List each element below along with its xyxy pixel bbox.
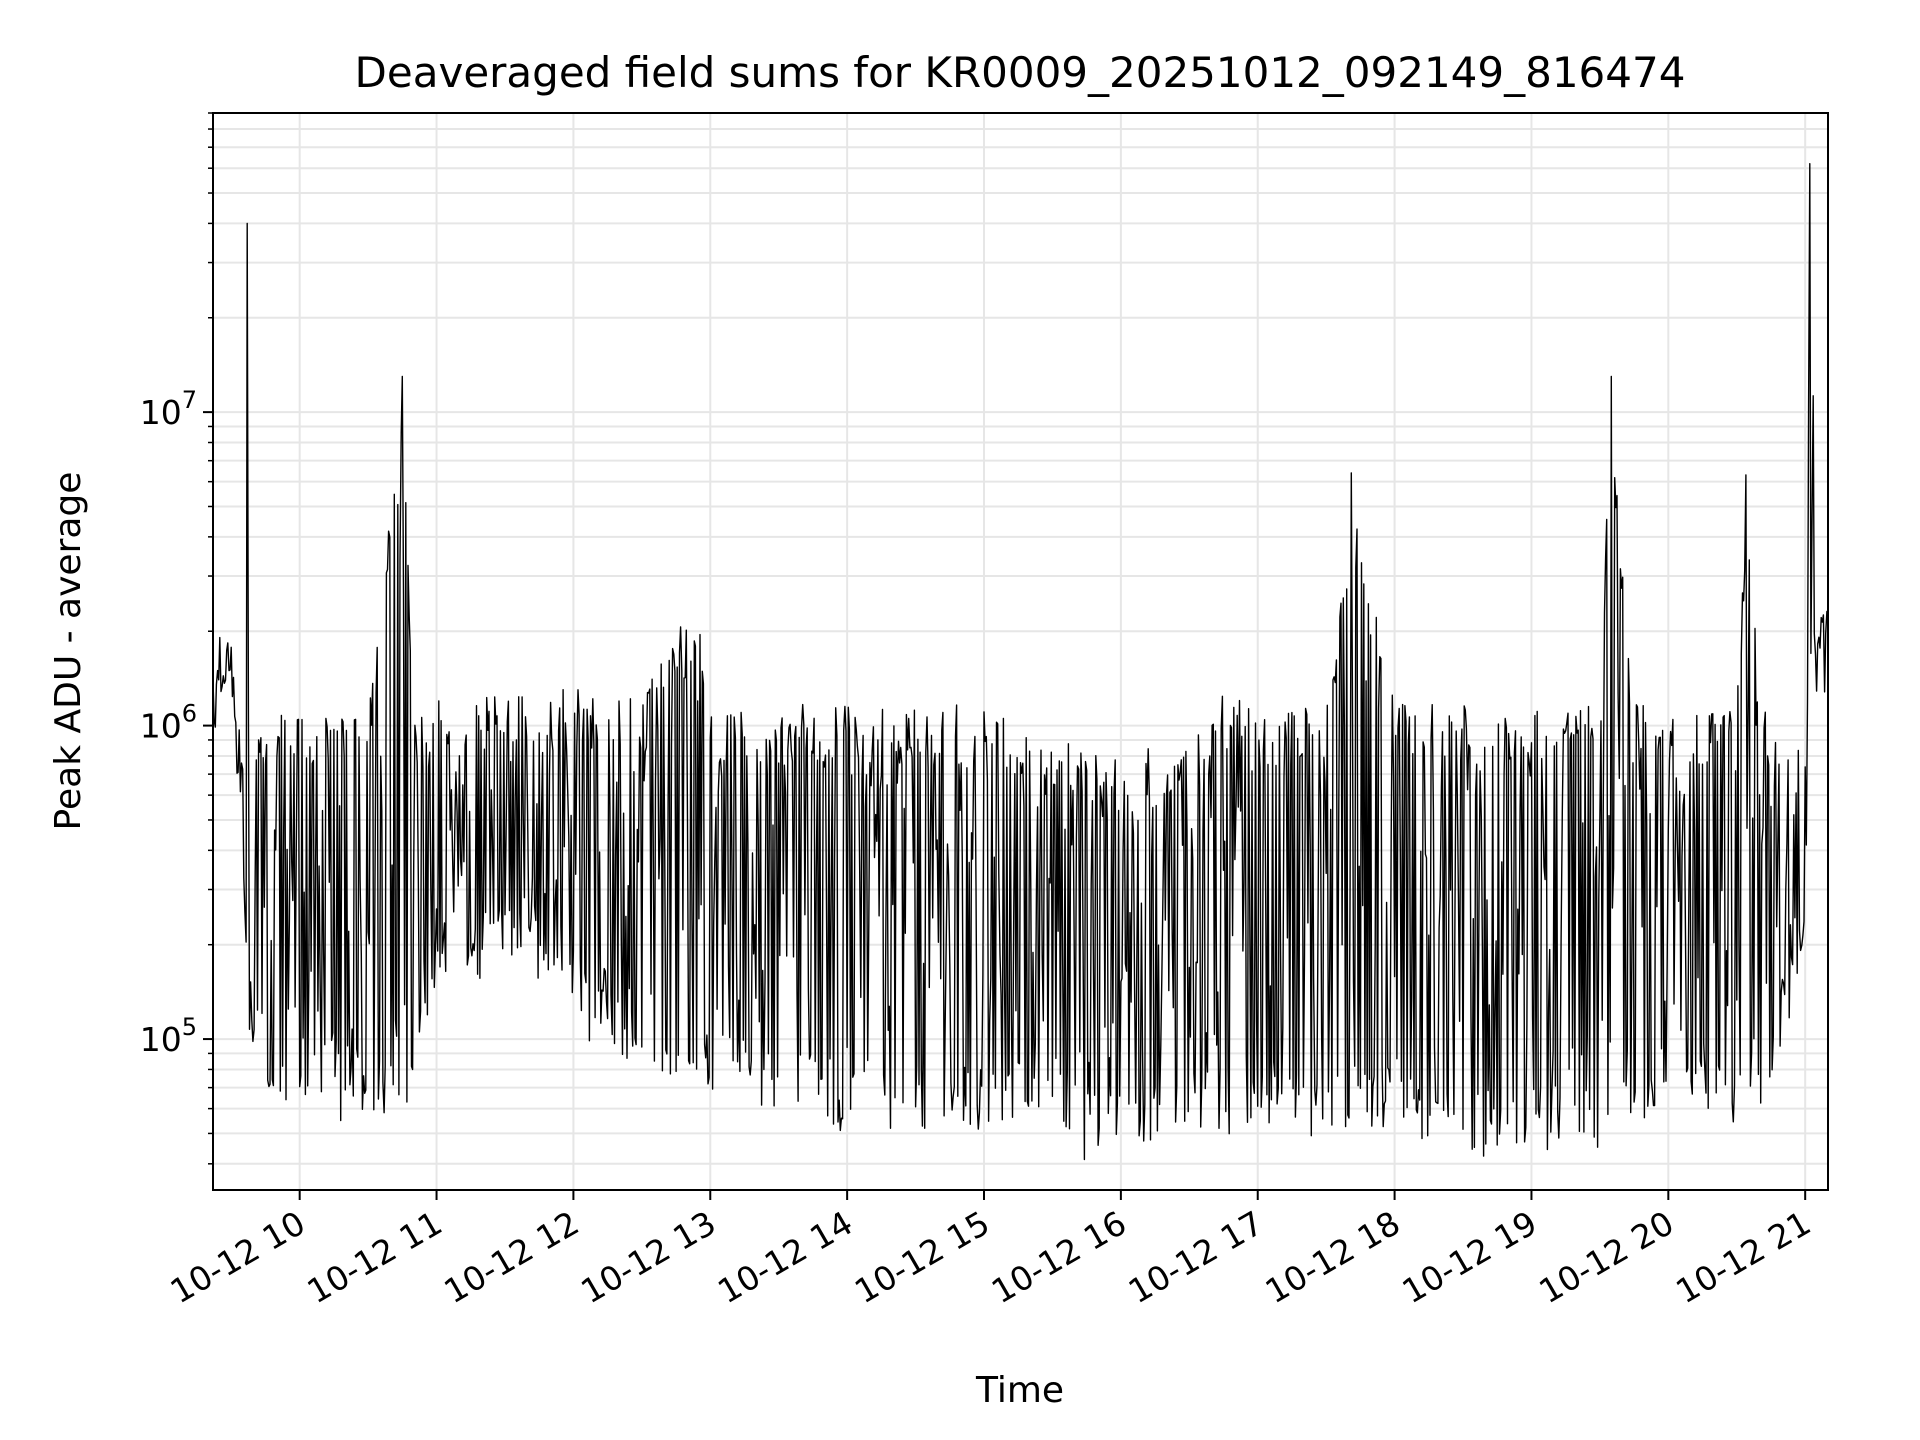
x-axis-label: Time [975, 1370, 1064, 1411]
y-axis-ticks: 105 106 107 [140, 112, 213, 1165]
y-axis-label: Peak ADU - average [48, 472, 89, 831]
chart-title: Deaveraged field sums for KR0009_2025101… [355, 48, 1686, 97]
plot-frame [212, 112, 1829, 1191]
y-tick-label: 105 [140, 1013, 197, 1059]
y-tick-label: 106 [140, 700, 197, 746]
series-path [212, 163, 1829, 1161]
y-tick-label: 107 [140, 386, 197, 432]
series-line [212, 163, 1829, 1161]
